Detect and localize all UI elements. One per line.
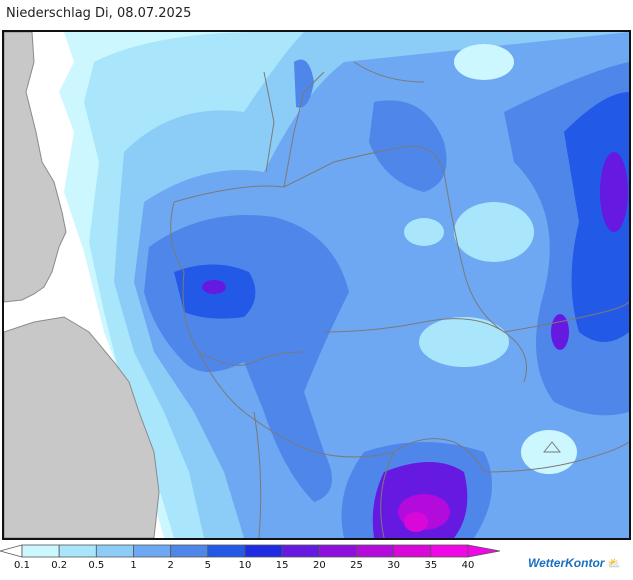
- legend-label: 40: [461, 560, 475, 571]
- legend-color-bar: [0, 544, 500, 558]
- legend-label: 30: [387, 560, 401, 571]
- legend-cell: [393, 544, 432, 558]
- legend-labels: 0.1 0.2 0.5 1 2 5 10 15 20 25 30 35 40: [0, 560, 500, 576]
- light-patch-baltic: [454, 44, 514, 80]
- legend-label: 35: [424, 560, 438, 571]
- precipitation-map-canvas: [4, 32, 629, 538]
- france-land: [4, 316, 160, 538]
- legend-label: 1: [130, 560, 137, 571]
- precip-core-20-poland: [551, 314, 569, 350]
- legend-cell: [170, 544, 209, 558]
- legend-cell: [95, 544, 134, 558]
- legend-cell: [430, 544, 469, 558]
- precip-core-20-east: [600, 152, 628, 232]
- legend-cell: [58, 544, 97, 558]
- legend-label: 0.5: [88, 560, 105, 571]
- precip-band-2-5: [134, 32, 629, 538]
- light-patch-czech: [419, 317, 509, 367]
- country-borders: [170, 71, 629, 538]
- legend-cell: [356, 544, 395, 558]
- legend-label: 5: [204, 560, 212, 571]
- legend-label: 10: [238, 560, 252, 571]
- light-patch-north: [404, 218, 444, 246]
- precipitation-legend: 0.1 0.2 0.5 1 2 5 10 15 20 25 30 35 40: [0, 542, 633, 580]
- legend-arrow-right: [467, 544, 500, 558]
- legend-label: 20: [312, 560, 326, 571]
- uk-land: [4, 32, 67, 303]
- page-title: Niederschlag Di, 08.07.2025: [6, 6, 192, 21]
- legend-cell: [133, 544, 172, 558]
- legend-cell: [207, 544, 246, 558]
- legend-label: 0.1: [14, 560, 30, 571]
- sweden-coast: [353, 61, 425, 83]
- legend-label: 0.2: [51, 560, 68, 571]
- legend-label: 25: [350, 560, 363, 571]
- legend-cell: [244, 544, 283, 558]
- brand-name: WetterKontor: [528, 556, 605, 570]
- brand-logo: WetterKontor ⛅: [528, 556, 620, 570]
- legend-label: 15: [275, 560, 289, 571]
- legend-arrow-left: [0, 544, 23, 558]
- legend-cell: [318, 544, 357, 558]
- precip-core-35: [404, 512, 428, 532]
- light-patch-east: [454, 202, 534, 262]
- precip-core-20-west: [202, 280, 226, 294]
- legend-cell: [281, 544, 320, 558]
- legend-cell: [21, 544, 60, 558]
- precip-band-5-10-denmark: [294, 59, 314, 108]
- denmark-coast: [263, 71, 275, 173]
- legend-label: 2: [167, 560, 174, 571]
- precipitation-map[interactable]: [2, 30, 631, 540]
- alps-marker: [542, 441, 562, 453]
- weather-logo-icon: ⛅: [606, 558, 621, 570]
